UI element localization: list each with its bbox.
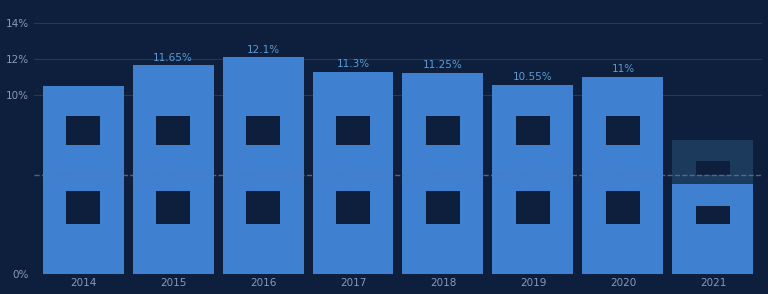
Bar bbox=[696, 206, 730, 223]
Bar bbox=[336, 116, 370, 145]
Bar bbox=[673, 140, 753, 184]
Bar bbox=[133, 66, 214, 274]
Bar bbox=[66, 191, 100, 223]
Bar bbox=[336, 191, 370, 223]
Text: 11%: 11% bbox=[611, 64, 634, 74]
Bar bbox=[42, 86, 124, 274]
Bar bbox=[673, 140, 753, 274]
Bar bbox=[516, 116, 550, 145]
Bar bbox=[426, 191, 460, 223]
Bar bbox=[313, 72, 393, 274]
Bar bbox=[492, 85, 574, 274]
Bar bbox=[223, 57, 303, 274]
Bar bbox=[402, 73, 484, 274]
Text: 12.1%: 12.1% bbox=[247, 45, 280, 55]
Text: 11.65%: 11.65% bbox=[153, 53, 193, 63]
Bar bbox=[426, 116, 460, 145]
Text: 11.3%: 11.3% bbox=[336, 59, 369, 69]
Text: 11.25%: 11.25% bbox=[423, 60, 463, 70]
Bar bbox=[516, 191, 550, 223]
Bar bbox=[696, 161, 730, 175]
Bar bbox=[66, 116, 100, 145]
Text: 10.55%: 10.55% bbox=[513, 72, 553, 82]
Bar bbox=[606, 116, 640, 145]
Bar bbox=[606, 191, 640, 223]
Bar bbox=[582, 77, 664, 274]
Bar bbox=[156, 116, 190, 145]
Bar bbox=[156, 191, 190, 223]
Bar bbox=[246, 116, 280, 145]
Bar bbox=[246, 191, 280, 223]
